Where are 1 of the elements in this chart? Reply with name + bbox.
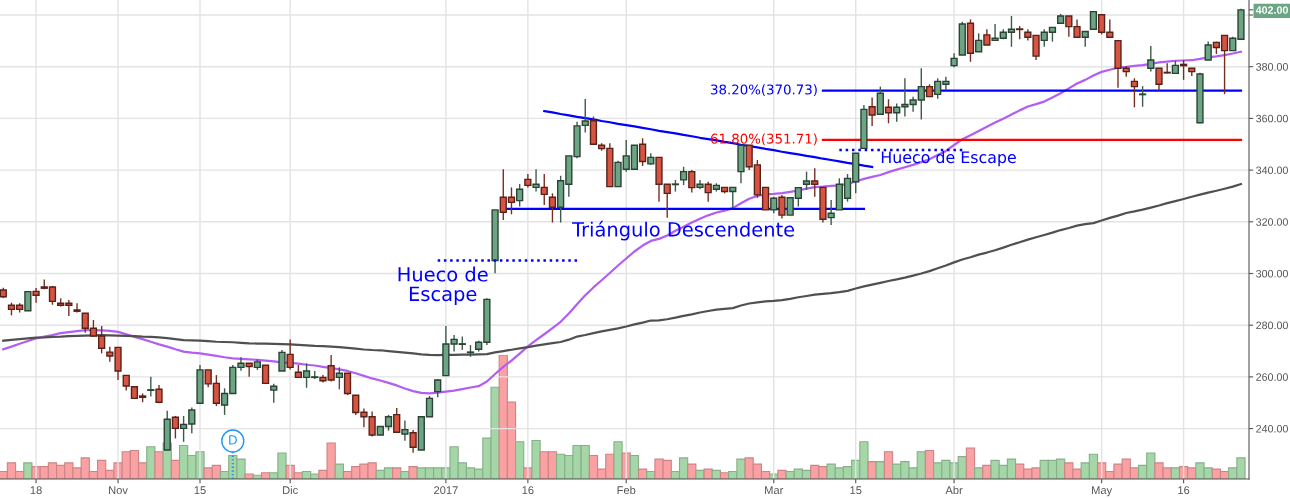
candlestick bbox=[24, 290, 32, 312]
